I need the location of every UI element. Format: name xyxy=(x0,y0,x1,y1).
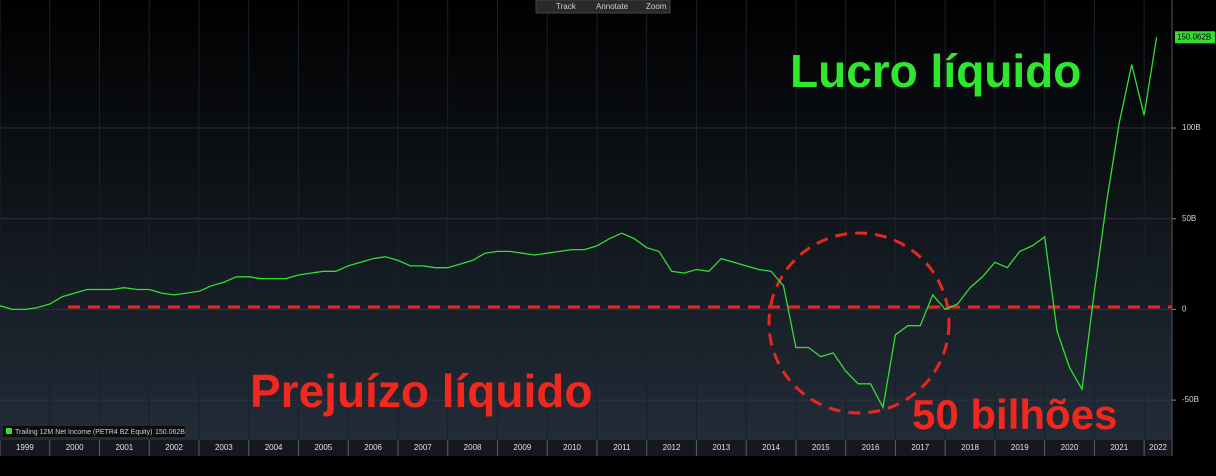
x-tick-label: 2007 xyxy=(414,443,432,452)
y-tick-label: 100B xyxy=(1182,123,1201,132)
x-tick-label: 2019 xyxy=(1011,443,1029,452)
x-tick-label: 2018 xyxy=(961,443,979,452)
annotation: Lucro líquido xyxy=(790,45,1081,97)
value-label: 150.062B xyxy=(1177,32,1211,41)
toolbar: Track Annotate Zoom xyxy=(535,0,671,14)
x-tick-label: 2005 xyxy=(314,443,332,452)
y-tick-label: -50B xyxy=(1182,395,1199,404)
x-tick-label: 2017 xyxy=(911,443,929,452)
plot-area xyxy=(0,0,1172,440)
x-tick-label: 2006 xyxy=(364,443,382,452)
x-tick-label: 2000 xyxy=(66,443,84,452)
x-tick-label: 2002 xyxy=(165,443,183,452)
legend-bg xyxy=(3,426,185,437)
x-tick-label: 2011 xyxy=(613,443,631,452)
highlight-circle xyxy=(767,231,951,415)
x-tick-label: 2016 xyxy=(862,443,880,452)
marks xyxy=(0,37,1158,410)
legend-label: Trailing 12M Net Income (PETR4 BZ Equity… xyxy=(15,429,152,436)
x-tick-label: 2022 xyxy=(1149,443,1167,452)
legend: Trailing 12M Net Income (PETR4 BZ Equity… xyxy=(3,426,185,437)
x-tick-label: 2020 xyxy=(1061,443,1079,452)
x-tick-label: 2001 xyxy=(115,443,133,452)
x-tick-label: 2009 xyxy=(513,443,531,452)
x-axis-strip xyxy=(0,440,1172,456)
y-tick-label: 0 xyxy=(1182,305,1187,314)
annotation: Prejuízo líquido xyxy=(250,365,592,417)
value-label-bg xyxy=(1175,31,1215,44)
grid xyxy=(0,0,1172,440)
toolbar-zoom[interactable]: Zoom xyxy=(646,2,667,11)
x-tick-label: 1999 xyxy=(16,443,34,452)
x-tick-label: 2003 xyxy=(215,443,233,452)
legend-swatch xyxy=(6,428,12,434)
x-tick-label: 2015 xyxy=(812,443,830,452)
legend-value: 150.062B xyxy=(155,429,185,436)
x-tick-label: 2013 xyxy=(712,443,730,452)
x-tick-label: 2014 xyxy=(762,443,780,452)
x-tick-label: 2004 xyxy=(265,443,283,452)
toolbar-annotate[interactable]: Annotate xyxy=(596,2,629,11)
x-tick-label: 2021 xyxy=(1110,443,1128,452)
annotation: 50 bilhões xyxy=(912,391,1117,438)
toolbar-track[interactable]: Track xyxy=(556,2,577,11)
y-tick-label: 50B xyxy=(1182,214,1196,223)
line-series xyxy=(0,37,1158,410)
x-tick-label: 2010 xyxy=(563,443,581,452)
x-tick-label: 2012 xyxy=(663,443,681,452)
x-tick-label: 2008 xyxy=(464,443,482,452)
toolbar-bg xyxy=(535,0,671,14)
